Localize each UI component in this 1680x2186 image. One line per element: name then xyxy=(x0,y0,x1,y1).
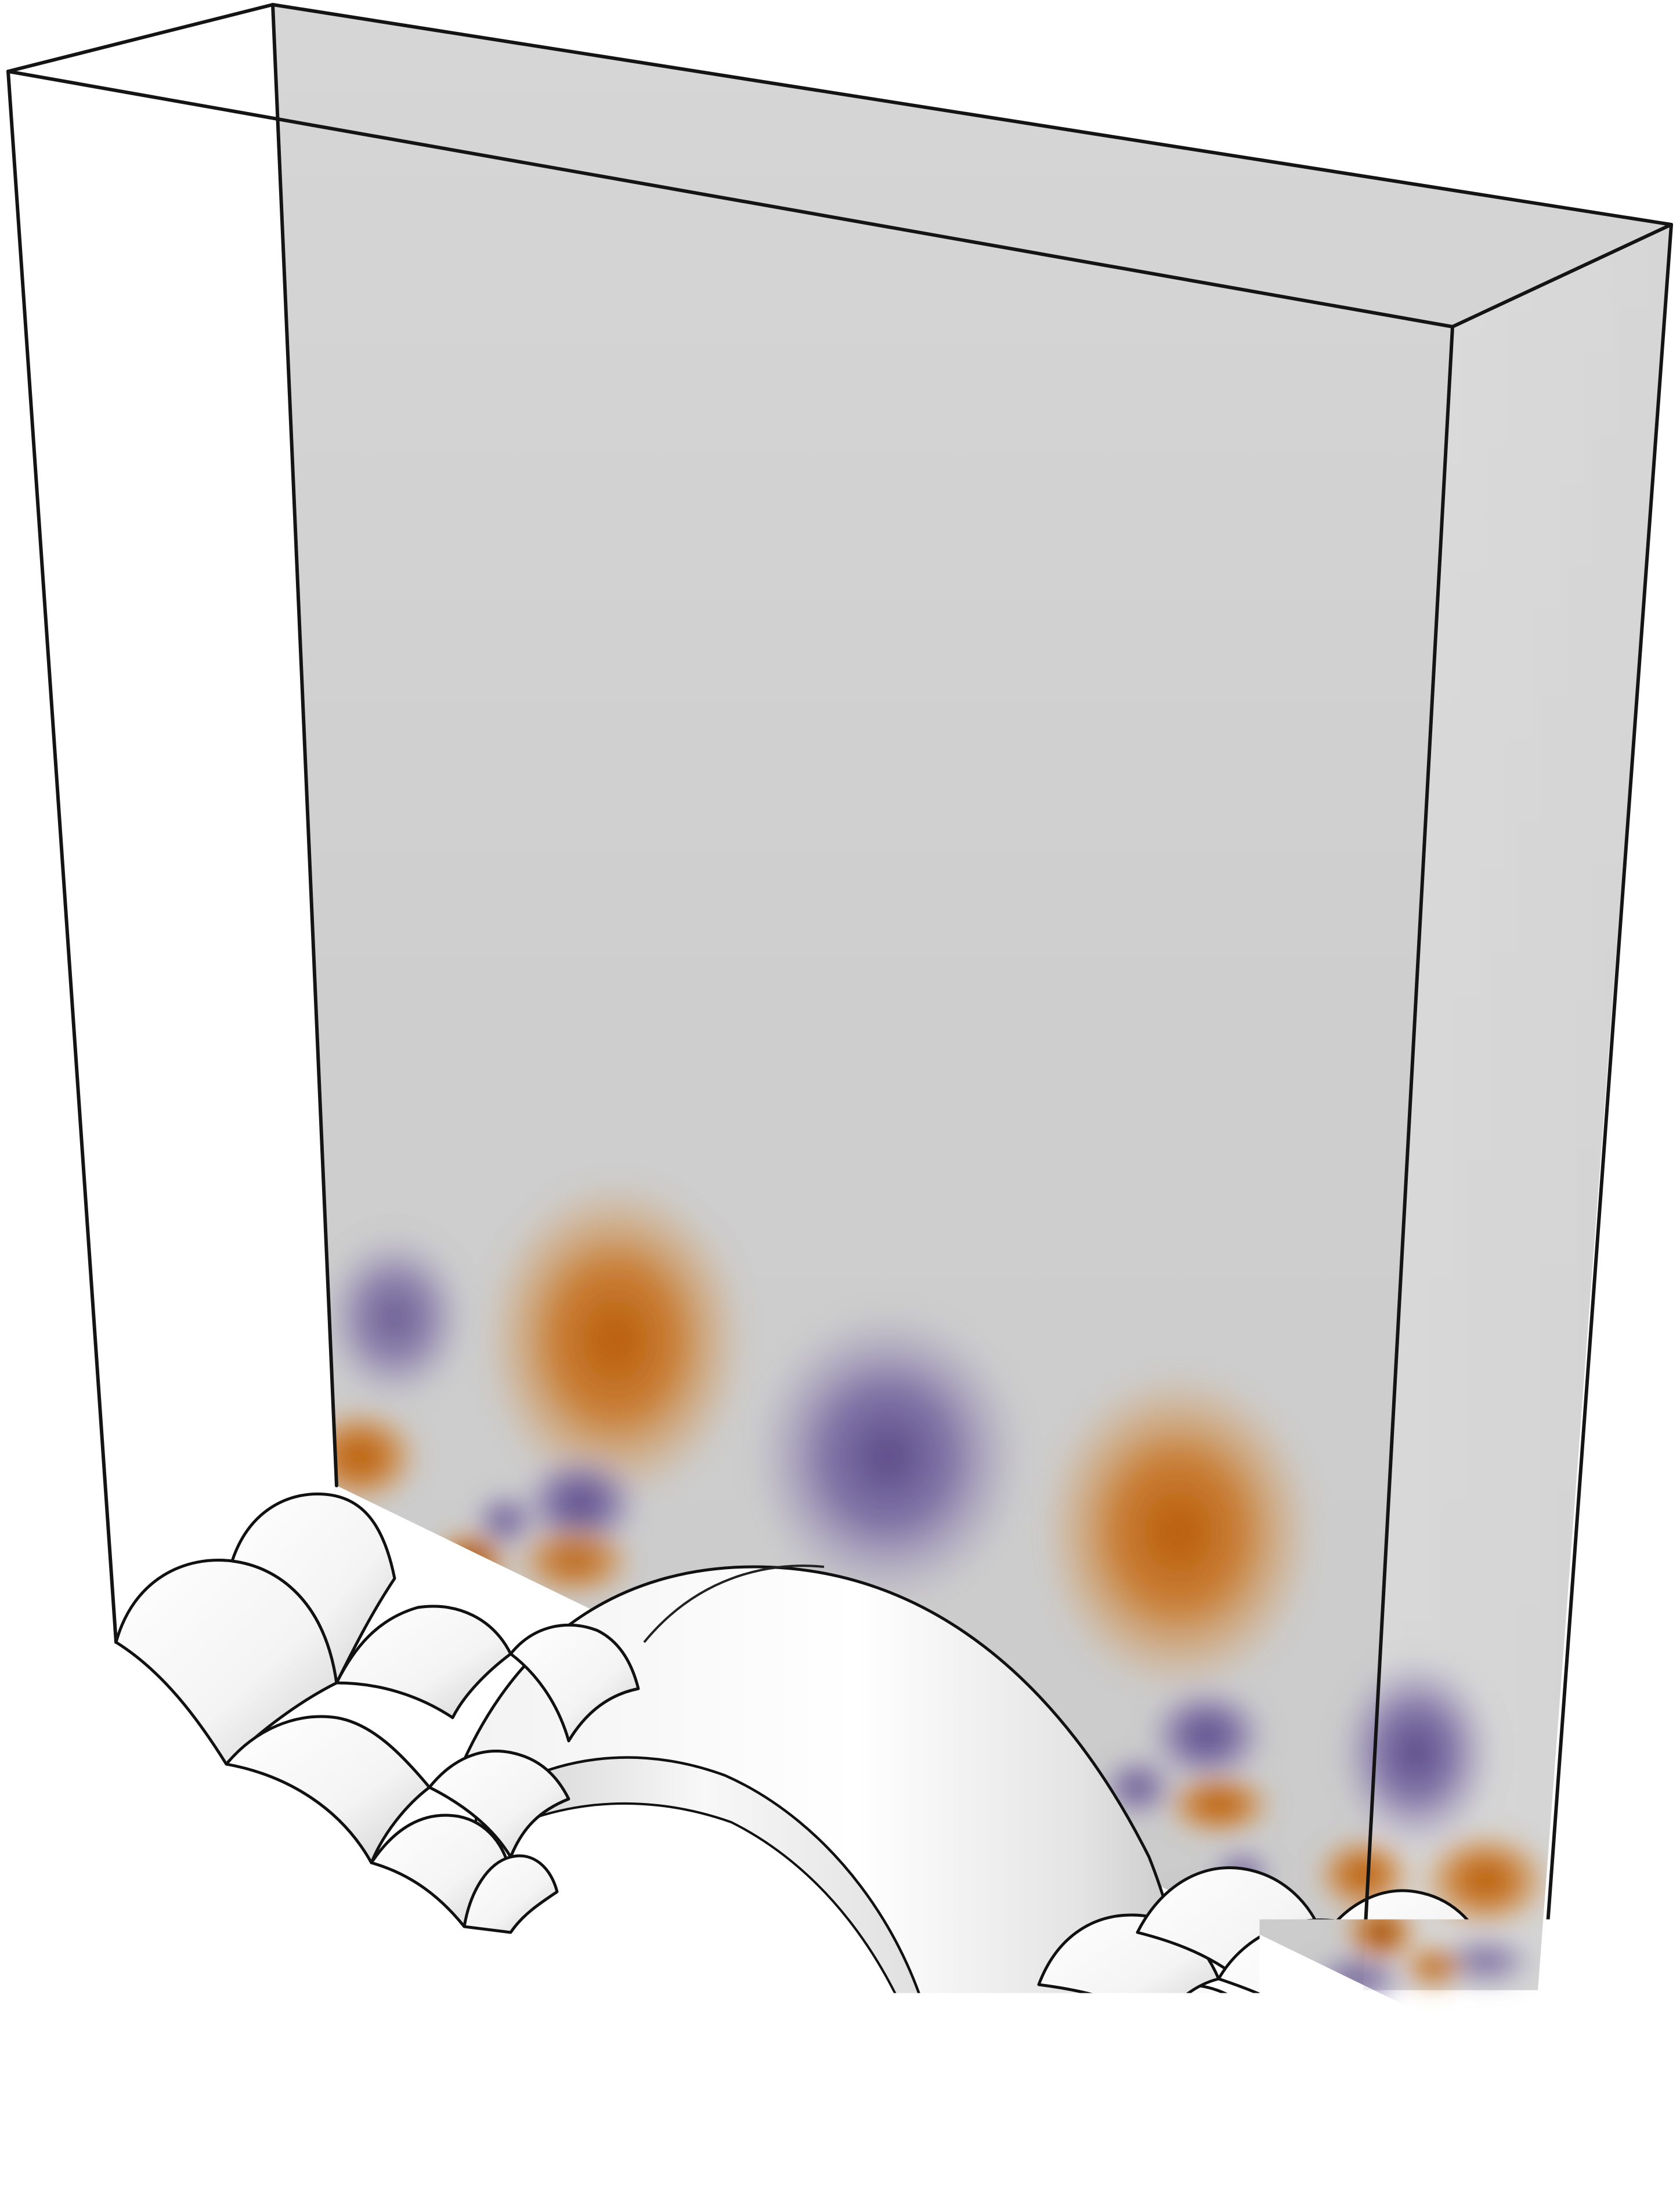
box-edge xyxy=(8,71,116,1642)
wave-lobe-purple xyxy=(1335,1654,1497,1851)
box-edge xyxy=(8,5,273,71)
bump xyxy=(1555,2105,1677,2185)
wave-lobe-purple xyxy=(749,1306,1027,1607)
wave-lobe-purple xyxy=(319,1230,470,1404)
wave-lobe-purple xyxy=(470,1488,540,1552)
wave-lobe-orange xyxy=(482,1178,749,1503)
wave-lobe-orange xyxy=(1039,1370,1317,1694)
wave-lobe-purple xyxy=(406,1558,476,1610)
wave-lobe-orange xyxy=(1161,1770,1277,1840)
bump xyxy=(1219,2082,1387,2182)
